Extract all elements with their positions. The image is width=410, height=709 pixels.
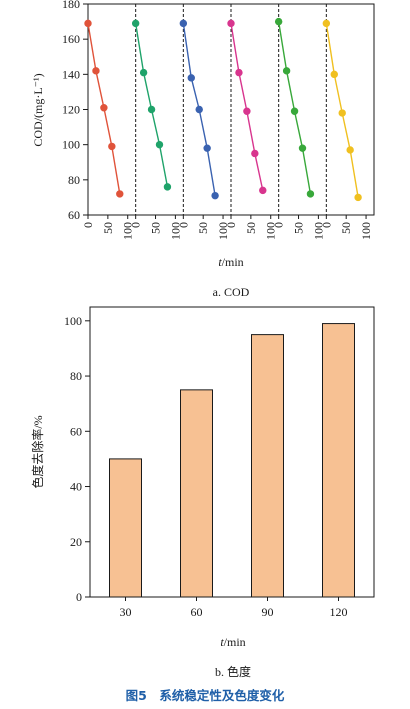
bar-y-tick-label: 20 [70,535,82,549]
bar-y-tick-label: 0 [76,590,82,604]
cod-data-point [346,146,354,154]
cod-x-tick-label: 50 [292,222,306,234]
figure-title: 图5 系统稳定性及色度变化 [126,688,285,703]
cod-data-point [259,186,267,195]
bar-x-tick-label: 120 [330,605,348,619]
cod-y-tick-label: 80 [68,173,80,187]
cod-series-line [134,23,169,187]
cod-data-point [354,193,362,202]
cod-x-tick-label: 50 [101,222,115,234]
bar-y-tick-label: 80 [70,369,82,383]
cod-data-point [155,140,164,149]
cod-data-point [116,190,124,198]
cod-x-tick-label: 100 [359,222,373,240]
cod-data-point [163,183,172,191]
cod-caption: a. COD [213,285,250,299]
cod-x-tick-label: 50 [149,222,163,234]
cod-x-axis-label: t/min [218,255,243,269]
cod-y-axis-label: COD/(mg·L⁻¹) [31,73,45,146]
cod-x-tick-label: 100 [121,222,135,240]
cod-data-point [282,67,291,75]
cod-data-point [131,19,140,28]
color-removal-chart: 0 20 40 60 80 100 30 60 90 120 色度去除率/% t/min b. … [30,306,375,679]
cod-data-point [290,107,299,115]
bar-x-axis: 30 60 90 120 [120,597,348,619]
bar-120 [322,323,355,598]
cod-data-point [92,67,100,75]
bar-y-tick-label: 60 [70,424,82,438]
cod-data-point [211,191,219,200]
cod-series-line [230,23,264,191]
cod-data-point [298,144,307,152]
cod-x-axis-label-unit: /min [222,255,244,269]
cod-data-point [179,19,188,28]
cod-x-axis-label-var: t [218,255,222,269]
bar-y-tick-label: 100 [64,314,82,328]
bar-90 [251,334,284,598]
cod-data-point [147,105,156,114]
cod-data-point [187,74,195,82]
cod-data-point [251,149,259,158]
cod-data-point [100,104,108,112]
cod-data-point [243,107,251,115]
bar-x-axis-label-var: t [220,635,224,649]
cod-y-tick-label: 160 [62,32,80,46]
cod-y-tick-label: 120 [62,103,80,117]
bar-series [109,323,355,598]
cod-data-point [338,109,346,117]
cod-x-tick-label: 100 [216,222,230,240]
cod-data-point [195,105,203,114]
cod-x-tick-label: 0 [81,222,95,228]
cod-data-point [139,68,148,77]
bar-60 [180,389,213,598]
cod-x-tick-label: 50 [244,222,258,234]
bar-y-axis: 0 20 40 60 80 100 [64,314,90,604]
bar-caption: b. 色度 [215,664,251,679]
cod-series-group [84,17,362,202]
bar-30 [109,458,142,598]
cod-cycle-separators [135,4,327,215]
cod-y-tick-label: 180 [62,0,80,11]
bar-x-axis-label: t/min [220,635,245,649]
cod-x-tick-label: 0 [129,222,143,228]
cod-x-tick-label: 50 [196,222,210,234]
cod-x-tick-label: 0 [224,222,238,228]
cod-data-point [330,70,338,79]
bar-x-axis-label-unit: /min [224,635,246,649]
cod-data-point [108,142,116,151]
cod-x-tick-label: 100 [311,222,325,240]
cod-x-tick-label: 100 [168,222,182,240]
cod-data-point [274,17,283,26]
bar-y-axis-label: 色度去除率/% [30,415,45,488]
bar-y-tick-label: 40 [70,480,82,494]
cod-data-point [84,19,92,28]
cod-x-tick-label: 50 [339,222,353,234]
cod-y-axis: 60 80 100 120 140 160 180 [62,0,88,222]
bar-x-tick-label: 30 [120,605,132,619]
cod-y-tick-label: 60 [68,208,80,222]
cod-y-tick-label: 100 [62,138,80,152]
cod-x-tick-label: 0 [272,222,286,228]
bar-plot-frame [89,306,375,598]
cod-data-point [306,190,315,198]
cod-x-tick-label: 0 [319,222,333,228]
cod-y-tick-label: 140 [62,67,80,81]
cod-data-point [235,68,243,77]
bar-x-tick-label: 60 [191,605,203,619]
bar-x-tick-label: 90 [262,605,274,619]
cod-x-tick-label: 100 [264,222,278,240]
cod-data-point [203,144,211,152]
cod-data-point [322,19,331,28]
cod-x-tick-label: 0 [176,222,190,228]
cod-data-point [227,19,235,28]
